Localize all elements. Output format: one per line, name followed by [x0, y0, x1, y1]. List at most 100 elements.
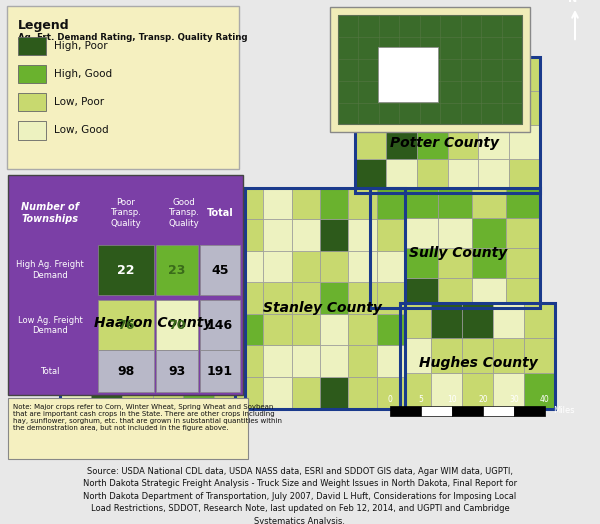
Bar [60, 412, 91, 444]
Bar [60, 348, 91, 380]
Bar [349, 345, 377, 377]
Bar [156, 351, 198, 392]
Bar [91, 348, 122, 380]
Bar [214, 315, 245, 348]
Bar [483, 406, 514, 416]
Bar [263, 282, 292, 314]
Bar [478, 91, 509, 125]
Text: Potter County: Potter County [391, 136, 499, 149]
Bar [122, 348, 152, 380]
Bar [493, 339, 524, 374]
Text: Source: USDA National CDL data, USDA NASS data, ESRI and SDDOT GIS data, Agar WI: Source: USDA National CDL data, USDA NAS… [83, 467, 517, 524]
Bar [448, 159, 478, 193]
Bar [377, 377, 405, 409]
Bar [263, 188, 292, 219]
Bar [478, 159, 509, 193]
Bar [152, 380, 184, 412]
Bar [320, 251, 349, 282]
Bar [292, 282, 320, 314]
Bar [200, 351, 240, 392]
Bar [448, 57, 478, 91]
Bar [514, 406, 545, 416]
Bar [472, 278, 506, 308]
Text: Note: Major crops refer to Corn, Winter Wheat, Spring Wheat and Soybean
that are: Note: Major crops refer to Corn, Winter … [13, 403, 282, 431]
Bar [18, 37, 46, 55]
Text: Ag. Frt. Demand Rating, Transp. Quality Rating: Ag. Frt. Demand Rating, Transp. Quality … [18, 33, 248, 42]
Text: Total: Total [206, 208, 233, 218]
Text: 76: 76 [118, 319, 134, 332]
Text: High Ag. Freight
Demand: High Ag. Freight Demand [16, 260, 84, 280]
Bar [338, 15, 522, 125]
Bar [462, 303, 493, 339]
Bar [263, 345, 292, 377]
Bar [122, 315, 152, 348]
Bar [60, 188, 245, 444]
Text: Legend: Legend [18, 19, 70, 32]
Text: Poor
Transp.
Quality: Poor Transp. Quality [110, 198, 142, 228]
Bar [404, 218, 438, 248]
Bar [349, 219, 377, 251]
Bar [235, 188, 405, 409]
Bar [152, 315, 184, 348]
Bar [235, 282, 263, 314]
Bar [472, 248, 506, 278]
Bar [431, 303, 462, 339]
Bar [152, 220, 184, 252]
Bar [404, 278, 438, 308]
Bar [200, 245, 240, 295]
Bar [200, 300, 240, 351]
Bar [370, 278, 404, 308]
Bar [18, 122, 46, 139]
Bar [472, 218, 506, 248]
Bar [493, 303, 524, 339]
Bar [91, 380, 122, 412]
Bar [122, 252, 152, 283]
Bar [370, 188, 540, 308]
Text: 40: 40 [540, 395, 550, 403]
Bar [386, 125, 416, 159]
Bar [8, 174, 243, 396]
Bar [320, 345, 349, 377]
Bar [292, 314, 320, 345]
Bar [400, 374, 431, 409]
Bar [156, 300, 198, 351]
Bar [91, 220, 122, 252]
Bar [509, 57, 540, 91]
Bar [214, 252, 245, 283]
Bar [404, 248, 438, 278]
Bar [152, 188, 184, 220]
Bar [330, 7, 530, 133]
Bar [122, 380, 152, 412]
Bar [98, 245, 154, 295]
Bar [320, 377, 349, 409]
Bar [355, 91, 386, 125]
Bar [184, 188, 214, 220]
Text: 30: 30 [509, 395, 519, 403]
Bar [355, 125, 386, 159]
Text: Sully County: Sully County [409, 246, 507, 260]
Bar [377, 282, 405, 314]
Text: High, Poor: High, Poor [54, 41, 107, 51]
Bar [60, 380, 91, 412]
Bar [152, 348, 184, 380]
Text: 70: 70 [168, 319, 186, 332]
Bar [377, 251, 405, 282]
Bar [184, 220, 214, 252]
Text: 22: 22 [117, 264, 135, 277]
Bar [60, 315, 91, 348]
Text: Miles: Miles [553, 406, 575, 415]
Bar [91, 315, 122, 348]
Text: 10: 10 [447, 395, 457, 403]
Bar [18, 66, 46, 83]
Text: Number of
Townships: Number of Townships [21, 202, 79, 224]
Bar [438, 218, 472, 248]
Text: 20: 20 [478, 395, 488, 403]
Bar [431, 339, 462, 374]
Text: High, Good: High, Good [54, 69, 112, 79]
Bar [400, 303, 555, 409]
Bar [320, 282, 349, 314]
Bar [184, 315, 214, 348]
Bar [184, 412, 214, 444]
Bar [370, 248, 404, 278]
Bar [263, 251, 292, 282]
